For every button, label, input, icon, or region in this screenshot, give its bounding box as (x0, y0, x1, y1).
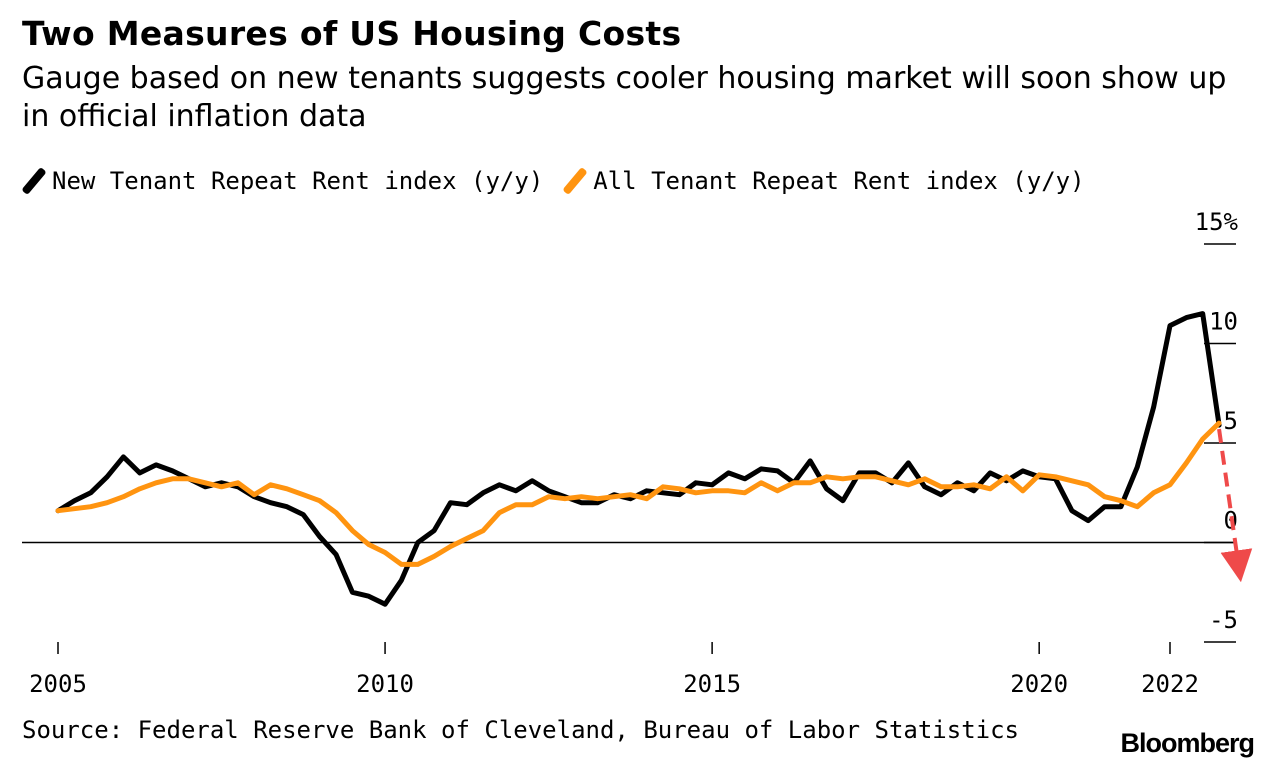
bloomberg-logo: Bloomberg (1120, 728, 1255, 758)
legend-label-all-tenant: All Tenant Repeat Rent index (y/y) (593, 167, 1085, 195)
series-line-new-tenant (55, 311, 1222, 607)
projection-arrow (1217, 428, 1253, 583)
x-tick-label: 2022 (1141, 670, 1199, 698)
x-tick-label: 2010 (356, 670, 414, 698)
legend-item-new-tenant: New Tenant Repeat Rent index (y/y) (21, 166, 544, 196)
x-tick-label: 2015 (683, 670, 741, 698)
y-tick-label: 15% (1195, 208, 1239, 236)
legend: New Tenant Repeat Rent index (y/y) All T… (21, 166, 1107, 196)
series-group (55, 311, 1222, 607)
legend-label-new-tenant: New Tenant Repeat Rent index (y/y) (52, 167, 544, 195)
source-note: Source: Federal Reserve Bank of Clevelan… (22, 716, 1019, 744)
series-line-all-tenant (55, 420, 1222, 567)
x-tick-label: 2005 (29, 670, 87, 698)
projection-group (1217, 428, 1253, 583)
y-tick-label: -5 (1209, 606, 1238, 634)
legend-item-all-tenant: All Tenant Repeat Rent index (y/y) (562, 166, 1085, 196)
chart-title: Two Measures of US Housing Costs (22, 14, 682, 53)
x-tick-label: 2020 (1010, 670, 1068, 698)
chart-subtitle: Gauge based on new tenants suggests cool… (22, 61, 1227, 134)
y-tick-label: 10 (1209, 308, 1238, 336)
y-tick-label: 5 (1224, 407, 1238, 435)
